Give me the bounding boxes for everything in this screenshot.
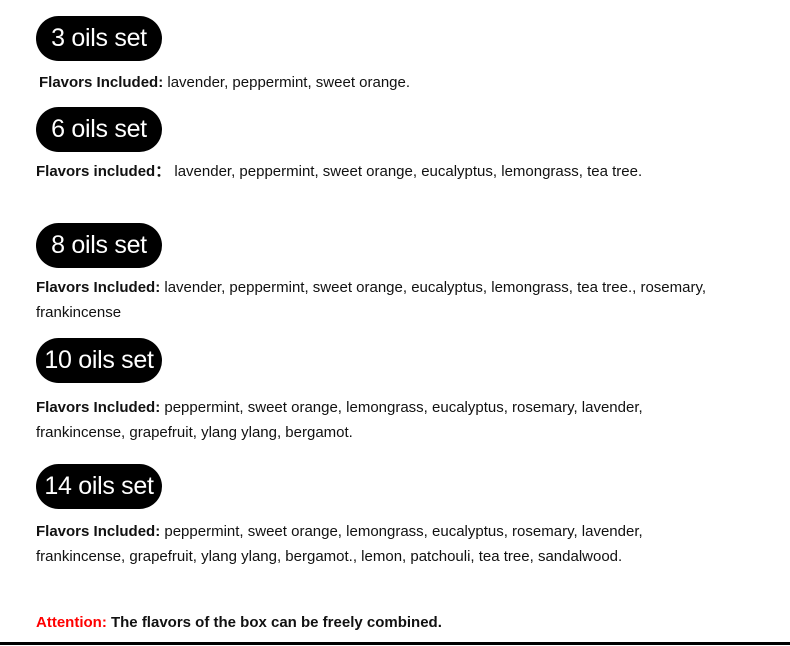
set-description-8: Flavors Included: lavender, peppermint, …: [36, 275, 726, 325]
attention-text: The flavors of the box can be freely com…: [106, 614, 442, 631]
attention-note: Attention: The flavors of the box can be…: [36, 610, 442, 635]
flavors-list: peppermint, sweet orange, lemongrass, eu…: [36, 523, 643, 565]
flavors-label: Flavors included：: [36, 163, 171, 180]
set-description-14: Flavors Included: peppermint, sweet oran…: [36, 519, 671, 569]
set-badge-8: 8 oils set: [36, 223, 162, 268]
set-badge-14: 14 oils set: [36, 464, 162, 509]
flavors-list: lavender, peppermint, sweet orange.: [163, 74, 411, 91]
flavors-label: Flavors Included:: [36, 279, 161, 296]
set-badge-3: 3 oils set: [36, 16, 162, 61]
set-description-6: Flavors included： lavender, peppermint, …: [36, 159, 756, 184]
set-badge-10: 10 oils set: [36, 338, 162, 383]
flavors-label: Flavors Included:: [36, 399, 161, 416]
set-description-3: Flavors Included: lavender, peppermint, …: [39, 70, 759, 95]
bottom-divider: [0, 642, 790, 645]
flavors-label: Flavors Included:: [36, 523, 161, 540]
flavors-label: Flavors Included:: [39, 74, 164, 91]
set-badge-6: 6 oils set: [36, 107, 162, 152]
attention-label: Attention:: [36, 614, 107, 631]
flavors-list: lavender, peppermint, sweet orange, euca…: [170, 163, 643, 180]
flavors-list: lavender, peppermint, sweet orange, euca…: [36, 279, 707, 321]
set-description-10: Flavors Included: peppermint, sweet oran…: [36, 395, 646, 445]
flavors-list: peppermint, sweet orange, lemongrass, eu…: [36, 399, 643, 441]
